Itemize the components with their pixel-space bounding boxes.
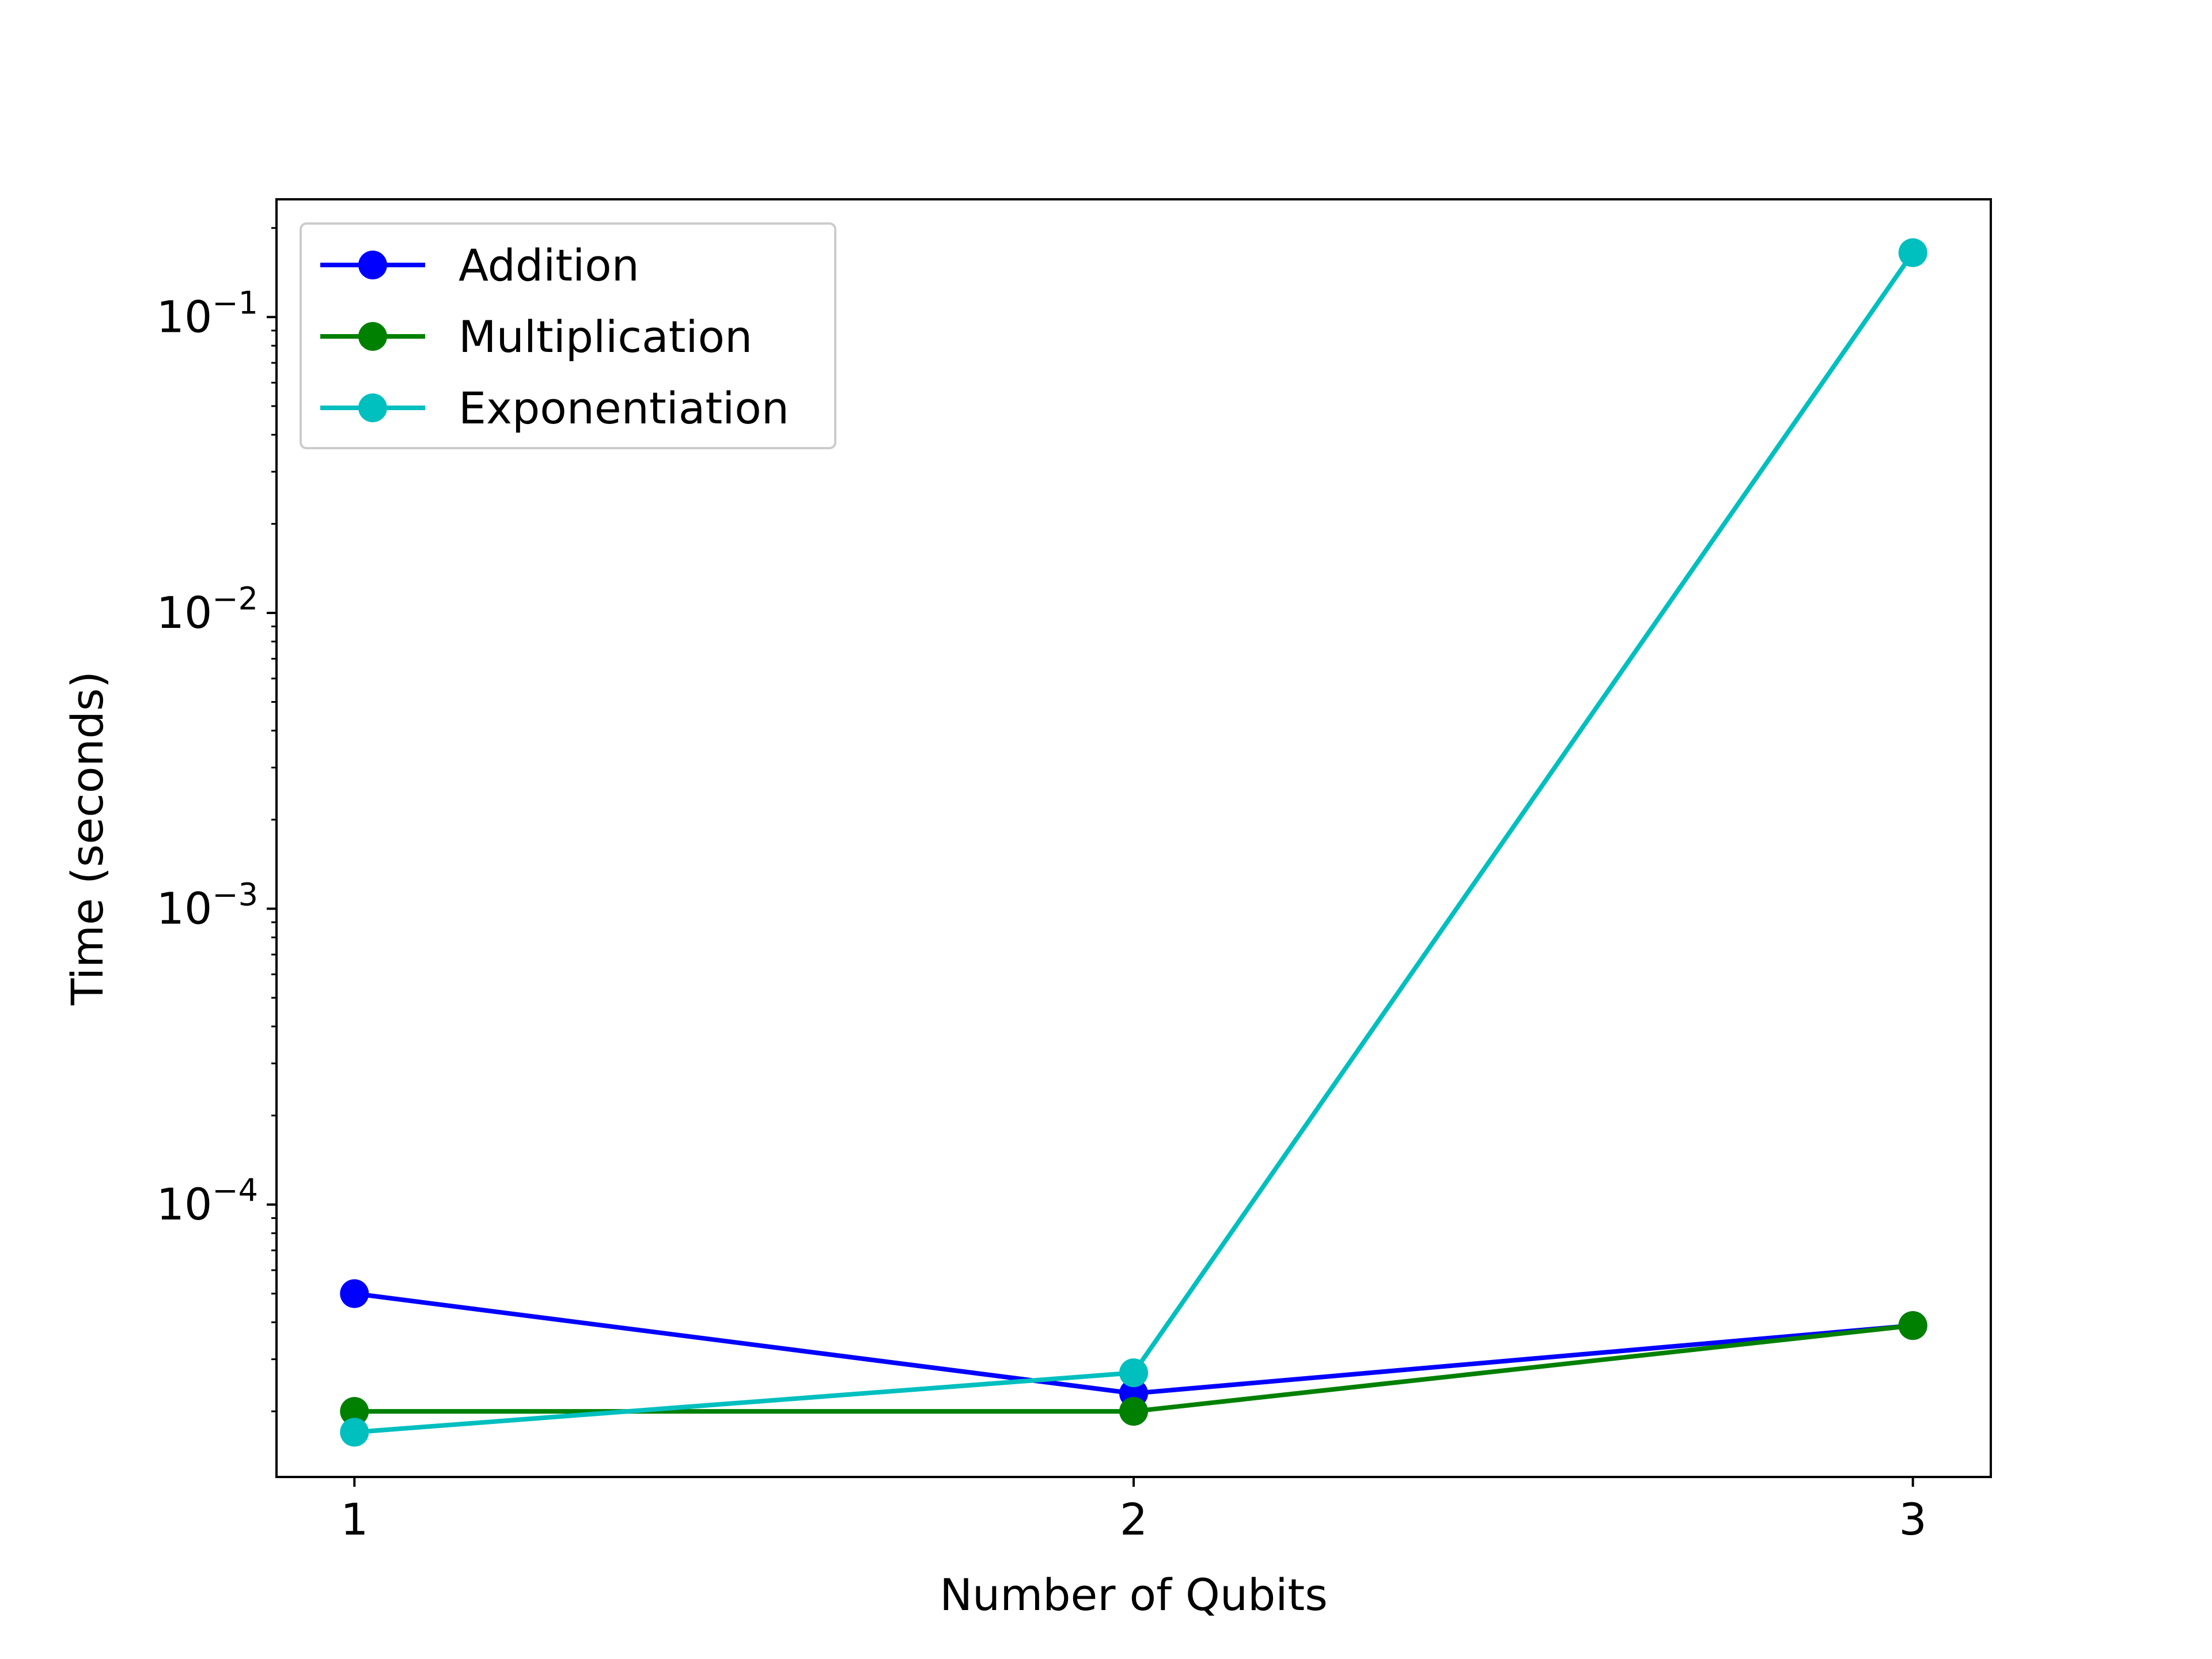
y-axis-ticks: 10−4 10−3 10−2 10−1: [157, 227, 276, 1412]
legend-swatch-marker: [358, 251, 387, 279]
data-point-exponentiation: [1119, 1358, 1148, 1388]
legend-label: Addition: [459, 240, 639, 291]
legend-swatch-marker: [358, 322, 387, 351]
data-point-exponentiation: [340, 1418, 369, 1447]
x-axis-label: Number of Qubits: [940, 1569, 1328, 1620]
data-point-exponentiation: [1898, 238, 1927, 267]
legend-box: [300, 222, 836, 449]
legend: Addition Multiplication Exponentiation: [300, 222, 836, 449]
y-axis-label: Time (seconds): [62, 671, 113, 1006]
x-tick-label: 3: [1899, 1494, 1927, 1545]
x-axis-ticks: 1 2 3: [340, 1477, 1927, 1545]
x-tick-label: 1: [340, 1494, 368, 1545]
legend-label: Multiplication: [459, 311, 752, 362]
data-point-multiplication: [1119, 1397, 1148, 1426]
y-tick-label: 10−4: [157, 1172, 258, 1230]
legend-label: Exponentiation: [459, 382, 789, 434]
legend-swatch-marker: [358, 393, 387, 422]
y-tick-label: 10−2: [157, 581, 258, 638]
data-point-multiplication: [340, 1397, 369, 1426]
plot-area: [340, 238, 1927, 1447]
data-point-addition: [340, 1279, 369, 1308]
data-point-multiplication: [1898, 1311, 1927, 1340]
y-tick-label: 10−3: [157, 877, 258, 934]
x-tick-label: 2: [1120, 1494, 1147, 1545]
y-tick-label: 10−1: [157, 285, 258, 342]
